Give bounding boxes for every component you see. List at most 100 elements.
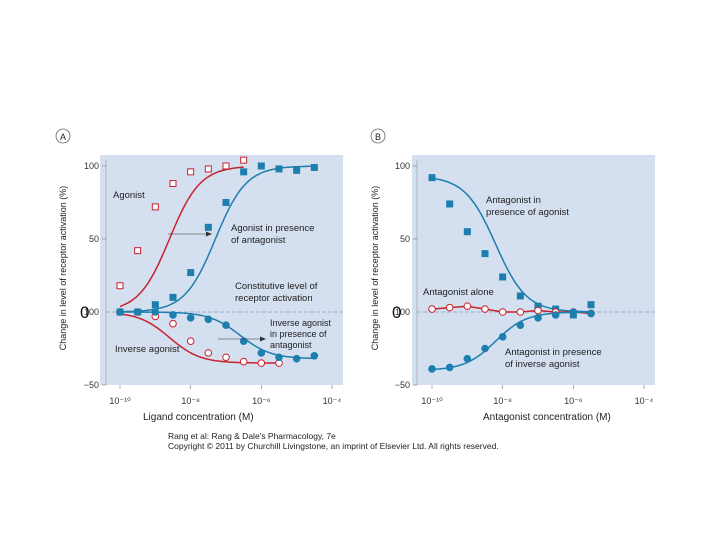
y-zero-label: 100 [395, 307, 410, 317]
data-point [187, 168, 195, 176]
data-point [463, 228, 471, 236]
data-point [204, 349, 213, 357]
overlay-zero-a: 0 [80, 303, 90, 322]
panel-a-ylabel: Change in level of receptor activation (… [58, 186, 68, 351]
annotation-agonist: Agonist [113, 190, 145, 201]
panel-a-label: A [60, 132, 66, 142]
data-point [498, 333, 507, 341]
caption-source: Rang et al: Rang & Dale's Pharmacology, … [168, 431, 336, 441]
data-point [445, 303, 454, 312]
data-point [222, 199, 230, 206]
data-point [481, 305, 489, 313]
series-line [119, 166, 244, 308]
data-point [481, 344, 489, 353]
data-point [463, 354, 472, 363]
data-point [151, 203, 159, 211]
series-line [431, 177, 591, 313]
panel-b: B 100 50 −50 100 10⁻¹⁰ 10⁻⁸ 10⁻⁶ 10⁻⁴ Antagoni… [370, 128, 655, 423]
data-point [257, 162, 265, 170]
data-point [587, 301, 595, 309]
data-point [428, 174, 436, 182]
x-tick-label: 10⁻⁶ [564, 396, 583, 406]
annotation-antagonist-alone: Antagonist alone [423, 287, 494, 298]
annotation-agonist-antagonist-line2: of antagonist [231, 235, 286, 246]
x-tick-label: 10⁻⁸ [181, 396, 200, 406]
panel-b-plot-bg [412, 155, 655, 385]
data-point [498, 308, 507, 316]
panel-a: A 100 50 −50 100 10⁻¹⁰ 10⁻⁸ 10⁻⁶ 10⁻⁴ Agonist … [55, 128, 343, 423]
x-tick-label: 10⁻¹⁰ [109, 396, 131, 406]
data-point [204, 315, 213, 324]
y-zero-label: 100 [84, 307, 99, 317]
data-point [428, 305, 436, 313]
data-point [481, 250, 489, 258]
x-tick-label: 10⁻⁸ [493, 396, 512, 406]
panel-a-plot-bg [100, 155, 343, 385]
data-point [534, 306, 542, 315]
data-point [169, 180, 177, 188]
data-point [587, 309, 595, 318]
data-point [551, 311, 560, 319]
annotation-antagonist-inverse-line1: Antagonist in presence [505, 347, 602, 358]
x-tick-label: 10⁻⁴ [323, 396, 342, 406]
annotation-agonist-antagonist-arrowhead [206, 231, 212, 237]
data-point [186, 314, 195, 322]
data-point [204, 165, 212, 173]
data-point [204, 223, 212, 231]
annotation-inverse-antagonist-arrowhead [260, 336, 266, 342]
data-point [222, 321, 230, 329]
caption-copyright: Copyright © 2011 by Churchill Livingston… [168, 441, 499, 451]
data-point [151, 301, 159, 309]
data-point [239, 337, 248, 346]
x-tick-label: 10⁻⁶ [252, 396, 271, 406]
data-point [428, 365, 436, 373]
data-point [310, 352, 319, 360]
annotation-agonist-antagonist-line1: Agonist in presence [231, 223, 314, 234]
annotation-inverse-antagonist-line3: antagonist [270, 340, 312, 350]
data-point [186, 337, 195, 346]
y-tick-label: −50 [395, 380, 410, 390]
data-point [239, 357, 248, 366]
data-point [257, 349, 266, 357]
data-point [516, 292, 524, 300]
y-tick-label: 50 [89, 234, 99, 244]
annotation-constitutive-line2: receptor activation [235, 293, 313, 304]
annotation-inverse-antagonist-line1: Inverse agonist [270, 318, 332, 328]
overlay-zero-b: 0 [392, 303, 402, 322]
data-point [463, 302, 472, 310]
data-point [275, 165, 283, 173]
y-tick-label: 100 [84, 161, 99, 171]
data-point [116, 282, 124, 290]
data-point [569, 308, 578, 316]
data-point [310, 163, 318, 171]
data-point [257, 359, 266, 367]
annotation-inverse-antagonist-line2: in presence of [270, 329, 327, 339]
data-point [169, 293, 177, 301]
annotation-antagonist-inverse-line2: of inverse agonist [505, 359, 580, 370]
annotation-antagonist-agonist-line2: presence of agonist [486, 207, 569, 218]
data-point [534, 314, 542, 322]
annotation-constitutive-line1: Constitutive level of [235, 281, 318, 292]
data-point [499, 273, 507, 281]
y-tick-label: −50 [84, 380, 99, 390]
data-point [516, 308, 525, 316]
data-point [134, 247, 142, 255]
data-point [169, 311, 177, 319]
x-tick-label: 10⁻⁴ [635, 396, 654, 406]
y-tick-label: 100 [395, 161, 410, 171]
panel-b-label: B [375, 132, 381, 142]
data-point [133, 308, 142, 316]
data-point [446, 200, 454, 208]
data-point [292, 354, 301, 363]
data-point [169, 319, 177, 328]
data-point [222, 353, 230, 362]
panel-b-ylabel: Change in level of receptor activation (… [370, 186, 380, 351]
data-point [445, 363, 454, 372]
data-point [222, 162, 230, 170]
panel-b-xlabel: Antagonist concentration (M) [483, 412, 611, 423]
annotation-antagonist-agonist-line1: Antagonist in [486, 195, 541, 206]
x-tick-label: 10⁻¹⁰ [421, 396, 443, 406]
annotation-inverse-agonist: Inverse agonist [115, 344, 180, 355]
panel-a-badge [55, 128, 71, 144]
